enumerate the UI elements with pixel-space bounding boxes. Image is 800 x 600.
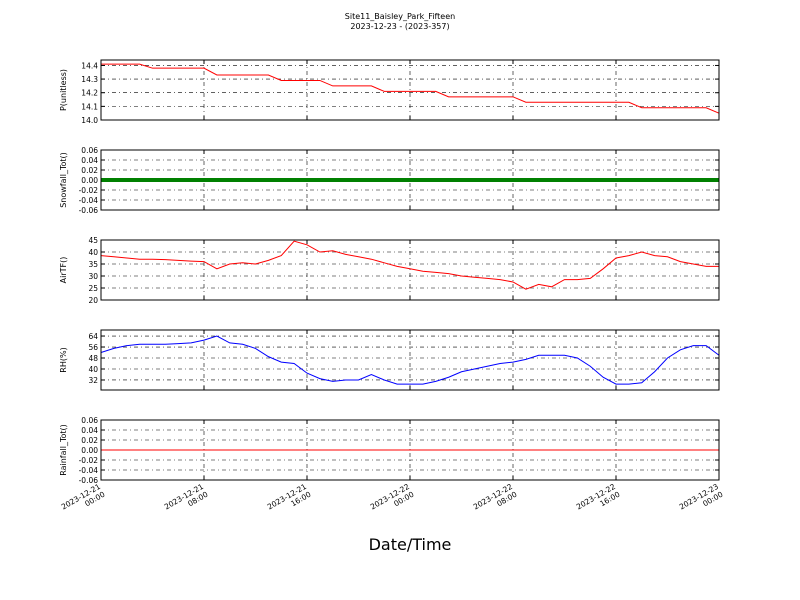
- y-tick-label: 14.1: [81, 102, 98, 111]
- plot-frame: [100, 419, 720, 481]
- y-tick-label: 14.4: [81, 61, 98, 70]
- y-tick-label: 32: [88, 376, 98, 385]
- y-tick-label: 0.02: [81, 436, 98, 445]
- y-tick-label: 56: [88, 343, 98, 352]
- figure-subtitle: 2023-12-23 - (2023-357): [350, 22, 449, 31]
- y-tick-label: 30: [88, 272, 98, 281]
- y-tick-label: 0.02: [81, 166, 98, 175]
- y-tick-label: 0.04: [81, 156, 98, 165]
- x-axis-label: Date/Time: [369, 535, 452, 554]
- plot-frame: [100, 149, 720, 211]
- y-tick-label: -0.02: [79, 186, 99, 195]
- y-tick-label: 48: [88, 354, 98, 363]
- y-tick-label: 0.00: [81, 446, 98, 455]
- y-tick-label: 25: [88, 284, 98, 293]
- y-tick-label: -0.04: [79, 466, 99, 475]
- y-axis-label: Snowfall_Tot(): [59, 152, 68, 208]
- y-tick-label: 40: [88, 365, 98, 374]
- y-tick-label: 35: [88, 260, 98, 269]
- figure-title: Site11_Baisley_Park_Fifteen: [345, 12, 455, 21]
- plot-frame: [100, 329, 720, 391]
- y-tick-label: 14.3: [81, 75, 98, 84]
- plot-frame: [100, 239, 720, 301]
- y-tick-label: 14.0: [81, 116, 98, 125]
- y-tick-label: -0.06: [79, 206, 99, 215]
- data-line: [101, 63, 720, 114]
- y-tick-label: 40: [88, 248, 98, 257]
- y-tick-label: 0.00: [81, 176, 98, 185]
- y-tick-label: 14.2: [81, 89, 98, 98]
- y-tick-label: 0.04: [81, 426, 98, 435]
- plot-frame: [100, 59, 720, 121]
- y-tick-label: -0.06: [79, 476, 99, 485]
- y-axis-label: AirTF(): [59, 257, 68, 284]
- y-tick-label: 64: [88, 332, 98, 341]
- y-tick-label: 0.06: [81, 146, 98, 155]
- y-tick-label: 0.06: [81, 416, 98, 425]
- y-tick-label: -0.02: [79, 456, 99, 465]
- y-axis-label: P(unitless): [59, 69, 68, 111]
- y-tick-label: -0.04: [79, 196, 99, 205]
- y-axis-label: RH(%): [59, 347, 68, 372]
- y-tick-label: 45: [88, 236, 98, 245]
- data-line: [100, 335, 720, 385]
- y-axis-label: Rainfall_Tot(): [59, 424, 68, 476]
- y-tick-label: 20: [88, 296, 98, 305]
- data-line: [100, 240, 719, 290]
